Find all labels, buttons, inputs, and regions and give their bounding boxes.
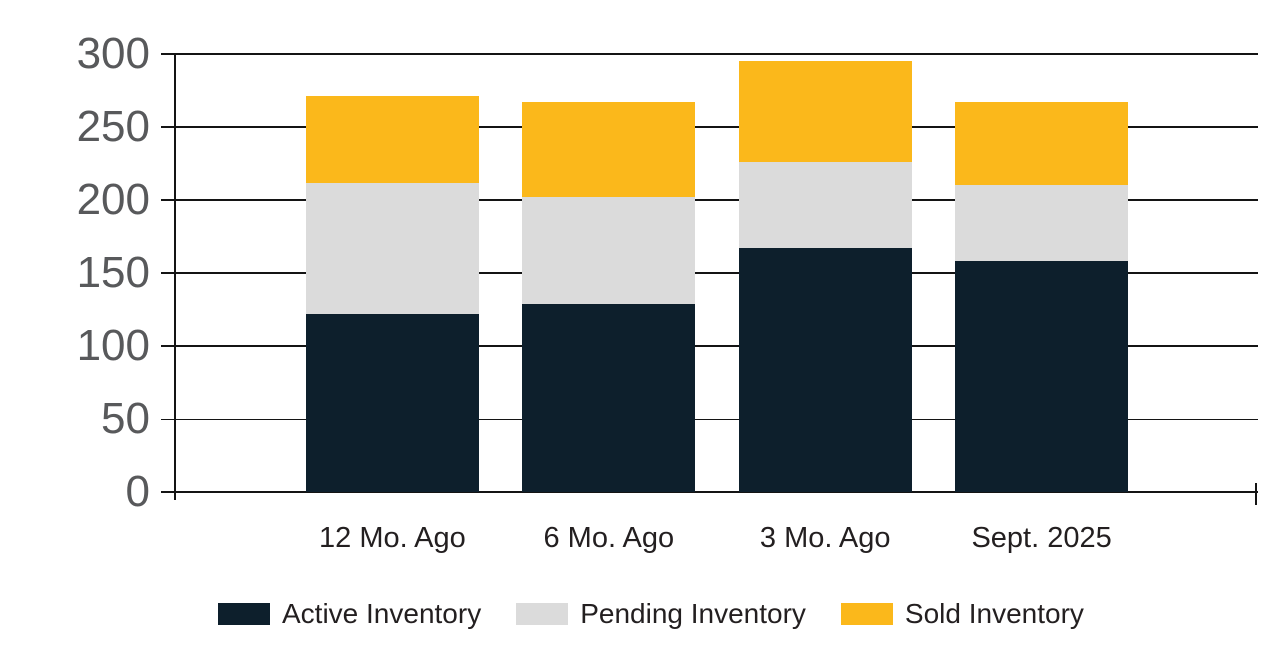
bar-6-mo-ago-pending-inventory bbox=[522, 197, 696, 304]
legend-item-active-inventory: Active Inventory bbox=[218, 599, 481, 629]
bar-sept-2025-active-inventory bbox=[955, 261, 1129, 493]
legend-item-sold-inventory: Sold Inventory bbox=[840, 598, 1084, 629]
bar-3-mo-ago-sold-inventory bbox=[738, 61, 912, 163]
bar-sept-2025-pending-inventory bbox=[955, 185, 1129, 262]
legend-item-pending-inventory: Pending Inventory bbox=[516, 599, 806, 629]
bar-3-mo-ago-pending-inventory bbox=[738, 162, 912, 249]
y-tick-label-250: 250 bbox=[76, 102, 150, 152]
legend-swatch-pending-inventory bbox=[516, 603, 569, 625]
legend-label-active-inventory: Active Inventory bbox=[282, 598, 482, 629]
legend-swatch-sold-inventory bbox=[840, 603, 893, 625]
x-label-sept-2025: Sept. 2025 bbox=[971, 522, 1112, 554]
y-tick-label-100: 100 bbox=[76, 321, 150, 371]
legend-label-pending-inventory: Pending Inventory bbox=[580, 598, 806, 629]
legend: Active Inventory Pending Inventory Sold In… bbox=[218, 599, 1084, 629]
legend-swatch-active-inventory bbox=[218, 603, 270, 625]
x-label-3-mo-ago: 3 Mo. Ago bbox=[759, 522, 891, 554]
bar-6-mo-ago-sold-inventory bbox=[522, 102, 696, 198]
y-tick-label-200: 200 bbox=[76, 175, 150, 225]
y-tick-label-50: 50 bbox=[101, 394, 150, 444]
bar-12-mo-ago-pending-inventory bbox=[305, 182, 479, 315]
bar-6-mo-ago-active-inventory bbox=[522, 303, 696, 493]
legend-label-sold-inventory: Sold Inventory bbox=[904, 598, 1084, 629]
y-tick-label-300: 300 bbox=[76, 29, 150, 78]
plot-area bbox=[161, 53, 1258, 505]
y-tick-label-0: 0 bbox=[125, 467, 150, 517]
bar-12-mo-ago-sold-inventory bbox=[305, 96, 479, 183]
x-label-6-mo-ago: 6 Mo. Ago bbox=[543, 522, 675, 554]
bar-sept-2025-sold-inventory bbox=[955, 102, 1129, 186]
x-label-12-mo-ago: 12 Mo. Ago bbox=[319, 522, 466, 554]
x-axis-right-tick bbox=[1255, 483, 1257, 505]
y-axis-line bbox=[174, 54, 176, 500]
gridline-300 bbox=[161, 53, 1258, 55]
bar-12-mo-ago-active-inventory bbox=[305, 314, 479, 493]
bar-3-mo-ago-active-inventory bbox=[738, 248, 912, 493]
y-tick-label-150: 150 bbox=[76, 248, 150, 298]
